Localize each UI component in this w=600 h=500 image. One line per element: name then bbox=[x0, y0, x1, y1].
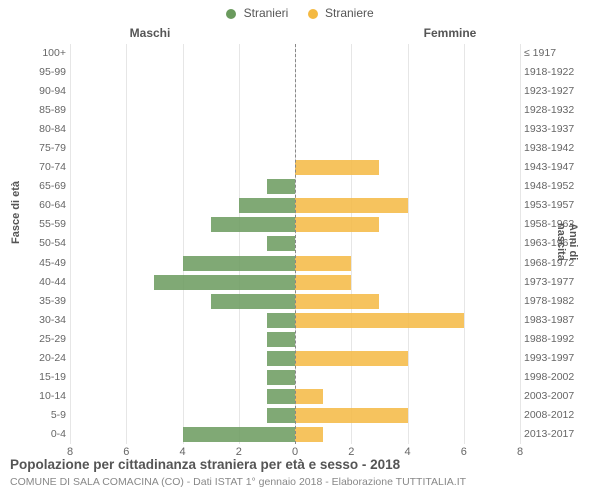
population-pyramid-chart: Stranieri Straniere Maschi Femmine Fasce… bbox=[0, 0, 600, 500]
bar-male bbox=[267, 236, 295, 251]
age-label: 0-4 bbox=[0, 428, 66, 440]
birth-year-label: 1993-1997 bbox=[524, 352, 594, 364]
birth-year-label: 1928-1932 bbox=[524, 104, 594, 116]
bar-female bbox=[295, 275, 351, 290]
age-label: 70-74 bbox=[0, 161, 66, 173]
bar-female bbox=[295, 408, 408, 423]
birth-year-label: 1933-1937 bbox=[524, 123, 594, 135]
birth-year-label: 1978-1982 bbox=[524, 295, 594, 307]
bar-female bbox=[295, 256, 351, 271]
bar-female bbox=[295, 351, 408, 366]
legend-item-female: Straniere bbox=[308, 6, 374, 20]
age-label: 15-19 bbox=[0, 371, 66, 383]
age-label: 20-24 bbox=[0, 352, 66, 364]
y-axis-title-right: Anni di nascita bbox=[555, 223, 579, 289]
age-label: 25-29 bbox=[0, 333, 66, 345]
bar-female bbox=[295, 427, 323, 442]
age-label: 5-9 bbox=[0, 409, 66, 421]
birth-year-label: 1953-1957 bbox=[524, 199, 594, 211]
bar-female bbox=[295, 217, 379, 232]
circle-icon bbox=[308, 9, 318, 19]
bar-female bbox=[295, 294, 379, 309]
bar-male bbox=[267, 408, 295, 423]
x-tick-label: 8 bbox=[517, 446, 523, 458]
age-label: 40-44 bbox=[0, 276, 66, 288]
bar-female bbox=[295, 160, 379, 175]
birth-year-label: 1983-1987 bbox=[524, 314, 594, 326]
birth-year-label: 1988-1992 bbox=[524, 333, 594, 345]
age-label: 35-39 bbox=[0, 295, 66, 307]
circle-icon bbox=[226, 9, 236, 19]
age-label: 45-49 bbox=[0, 257, 66, 269]
chart-caption: Popolazione per cittadinanza straniera p… bbox=[10, 457, 400, 472]
gridline bbox=[520, 44, 521, 444]
bar-male bbox=[267, 351, 295, 366]
birth-year-label: 2003-2007 bbox=[524, 390, 594, 402]
x-tick-label: 4 bbox=[404, 446, 410, 458]
column-title-male: Maschi bbox=[0, 26, 300, 40]
age-label: 55-59 bbox=[0, 218, 66, 230]
legend: Stranieri Straniere bbox=[0, 6, 600, 20]
age-label: 50-54 bbox=[0, 237, 66, 249]
age-label: 95-99 bbox=[0, 66, 66, 78]
birth-year-label: 1923-1927 bbox=[524, 85, 594, 97]
age-label: 85-89 bbox=[0, 104, 66, 116]
birth-year-label: 1948-1952 bbox=[524, 180, 594, 192]
bar-male bbox=[267, 370, 295, 385]
center-axis bbox=[295, 44, 296, 444]
age-label: 75-79 bbox=[0, 142, 66, 154]
bar-female bbox=[295, 313, 464, 328]
birth-year-label: 2008-2012 bbox=[524, 409, 594, 421]
age-label: 90-94 bbox=[0, 85, 66, 97]
legend-label-female: Straniere bbox=[325, 6, 374, 20]
birth-year-label: 2013-2017 bbox=[524, 428, 594, 440]
age-label: 80-84 bbox=[0, 123, 66, 135]
x-tick-label: 6 bbox=[461, 446, 467, 458]
plot-area: 022446688100+≤ 191795-991918-192290-9419… bbox=[70, 44, 520, 444]
bar-male bbox=[154, 275, 295, 290]
age-label: 65-69 bbox=[0, 180, 66, 192]
bar-female bbox=[295, 389, 323, 404]
birth-year-label: 1943-1947 bbox=[524, 161, 594, 173]
birth-year-label: 1918-1922 bbox=[524, 66, 594, 78]
bar-male bbox=[267, 389, 295, 404]
bar-male bbox=[183, 427, 296, 442]
chart-subcaption: COMUNE DI SALA COMACINA (CO) - Dati ISTA… bbox=[10, 476, 466, 488]
legend-item-male: Stranieri bbox=[226, 6, 288, 20]
legend-label-male: Stranieri bbox=[244, 6, 289, 20]
age-label: 30-34 bbox=[0, 314, 66, 326]
bar-male bbox=[267, 332, 295, 347]
age-label: 10-14 bbox=[0, 390, 66, 402]
bar-male bbox=[211, 217, 295, 232]
bar-female bbox=[295, 198, 408, 213]
birth-year-label: 1998-2002 bbox=[524, 371, 594, 383]
birth-year-label: 1938-1942 bbox=[524, 142, 594, 154]
age-label: 60-64 bbox=[0, 199, 66, 211]
bar-male bbox=[211, 294, 295, 309]
age-label: 100+ bbox=[0, 47, 66, 59]
bar-male bbox=[239, 198, 295, 213]
bar-male bbox=[267, 179, 295, 194]
bar-male bbox=[183, 256, 296, 271]
bar-male bbox=[267, 313, 295, 328]
column-title-female: Femmine bbox=[300, 26, 600, 40]
birth-year-label: ≤ 1917 bbox=[524, 47, 594, 59]
